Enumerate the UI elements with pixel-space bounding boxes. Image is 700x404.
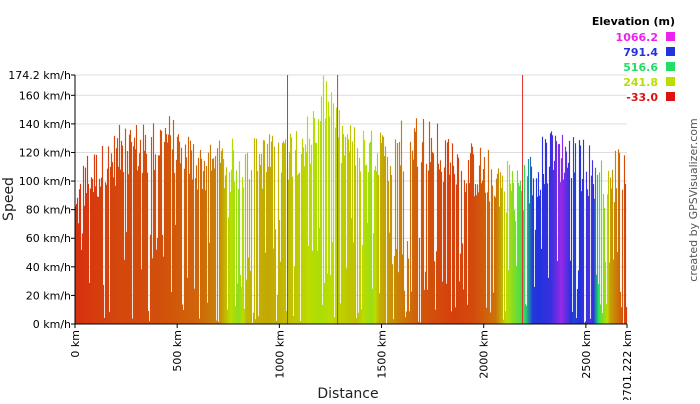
- y-tick-label: 120 km/h: [19, 146, 71, 159]
- legend-entry-label: 1066.2: [616, 31, 658, 44]
- x-tick-label: 1000 km: [273, 330, 286, 379]
- y-tick-label: 174.2 km/h: [8, 69, 71, 82]
- legend-entry-label: 241.8: [623, 76, 658, 89]
- legend-entry-label: 791.4: [623, 46, 658, 59]
- watermark: created by GPSVisualizer.com: [687, 118, 700, 281]
- y-tick-label: 0 km/h: [33, 318, 71, 331]
- speed-series: [74, 75, 628, 324]
- marker-lines: [287, 75, 524, 324]
- legend-entry-label: 516.6: [623, 61, 658, 74]
- elevation-legend: Elevation (m) 1066.2 791.4 516.6 241.8 -33.0: [592, 15, 675, 104]
- y-tick-label: 80 km/h: [26, 204, 71, 217]
- legend-swatch: [666, 92, 675, 101]
- legend-entry-label: -33.0: [626, 91, 658, 104]
- x-tick-label: 0 km: [69, 330, 82, 358]
- legend-swatch: [666, 77, 675, 86]
- y-tick-label: 100 km/h: [19, 175, 71, 188]
- x-axis-label: Distance: [317, 386, 378, 400]
- x-tick-label: 2701.222 km: [621, 330, 634, 400]
- y-tick-label: 160 km/h: [19, 89, 71, 102]
- x-tick-label: 500 km: [171, 330, 184, 372]
- axes: 0 km/h 20 km/h 40 km/h 60 km/h 80 km/h 100 km…: [8, 69, 634, 403]
- legend-swatch: [666, 47, 675, 56]
- y-axis-label: Speed: [1, 177, 17, 221]
- y-tick-label: 60 km/h: [26, 232, 71, 245]
- legend-swatch: [666, 32, 675, 41]
- y-tick-label: 20 km/h: [26, 289, 71, 302]
- x-tick-label: 1500 km: [376, 330, 389, 379]
- y-tick-label: 140 km/h: [19, 118, 71, 131]
- legend-title: Elevation (m): [592, 15, 675, 28]
- y-tick-label: 40 km/h: [26, 261, 71, 274]
- x-tick-label: 2500 km: [580, 330, 593, 379]
- legend-swatch: [666, 62, 675, 71]
- x-tick-label: 2000 km: [478, 330, 491, 379]
